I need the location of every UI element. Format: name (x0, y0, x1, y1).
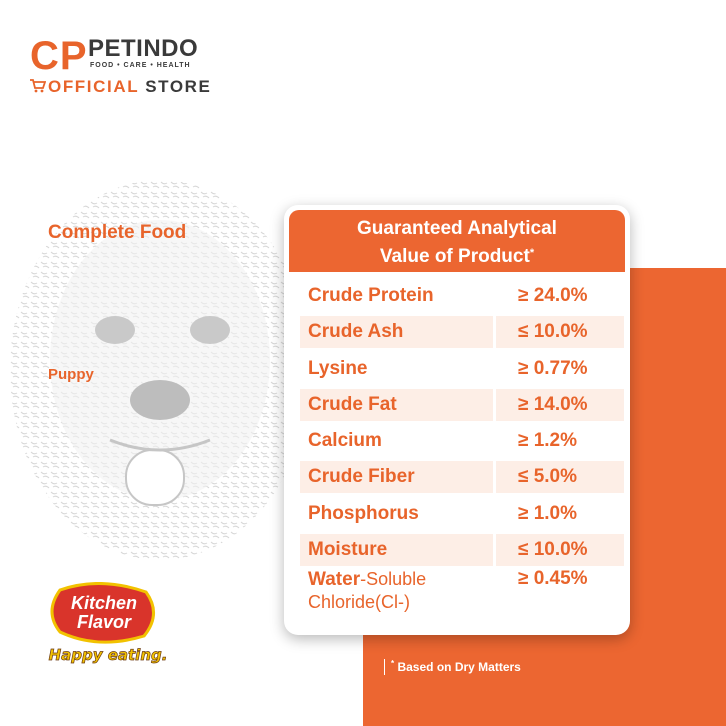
nutrient-name: Water-Soluble Chloride(Cl-) (300, 568, 493, 616)
dog-sketch-illustration (10, 180, 310, 560)
cart-icon (30, 79, 46, 93)
store-suffix: STORE (145, 77, 212, 96)
table-row: Crude Fiber ≤ 5.0% (300, 459, 628, 495)
nutrient-name: Phosphorus (308, 502, 419, 524)
nutrient-name: Calcium (308, 430, 382, 452)
table-row: Lysine ≥ 0.77% (300, 351, 628, 387)
table-row: Water-Soluble Chloride(Cl-) ≥ 0.45% (300, 568, 628, 624)
title-footnote-mark: * (529, 247, 535, 259)
nutrient-value: ≤ 10.0% (496, 534, 624, 567)
kitchen-flavor-line1: Kitchen (71, 593, 137, 613)
table-row: Moisture ≤ 10.0% (300, 532, 628, 568)
nutrition-card-header: Guaranteed Analytical Value of Product* (289, 210, 625, 272)
table-title-line2: Value of Product* (379, 246, 535, 267)
nutrient-value: ≥ 1.2% (518, 430, 578, 452)
nutrient-value: ≥ 14.0% (496, 388, 624, 421)
kitchen-flavor-slogan: Happy eating. (49, 646, 168, 664)
nutrient-name: Crude Protein (308, 285, 434, 306)
nutrient-name: Crude Ash (300, 316, 493, 349)
nutrient-value: ≥ 0.45% (518, 568, 588, 590)
store-prefix: OFFICIAL (48, 77, 139, 96)
table-row: Crude Fat ≥ 14.0% (300, 387, 628, 423)
nutrient-name: Lysine (308, 357, 368, 379)
footnote-divider (384, 659, 385, 675)
nutrient-value: ≥ 24.0% (518, 285, 588, 306)
nutrient-value: ≥ 0.77% (518, 357, 588, 379)
nutrient-name-rest: -Soluble (360, 569, 427, 590)
nutrient-name: Moisture (300, 534, 493, 567)
nutrient-name-bold: Water (308, 569, 361, 591)
table-title-line1: Guaranteed Analytical (357, 218, 557, 239)
official-store-label: OFFICIAL STORE (30, 76, 211, 98)
table-row: Calcium ≥ 1.2% (300, 423, 628, 459)
product-category: Complete Food (48, 222, 187, 243)
nutrient-name: Crude Fiber (300, 461, 493, 494)
brand-name: PETINDO (88, 35, 199, 62)
nutrient-value: ≤ 10.0% (496, 316, 624, 349)
kitchen-flavor-logo: Kitchen Flavor Happy eating. (48, 582, 168, 664)
brand-tagline: FOOD • CARE • HEALTH (90, 62, 191, 69)
footnote-mark: * (391, 659, 395, 668)
table-row: Crude Protein ≥ 24.0% (300, 278, 628, 314)
nutrient-name: Crude Fat (300, 388, 493, 421)
nutrition-card: Guaranteed Analytical Value of Product* … (284, 205, 630, 635)
nutrition-table: Crude Protein ≥ 24.0% Crude Ash ≤ 10.0% … (300, 278, 628, 624)
footnote: * Based on Dry Matters (384, 659, 521, 675)
product-life-stage: Puppy (48, 366, 94, 383)
table-row: Crude Ash ≤ 10.0% (300, 314, 628, 350)
nutrient-value: ≤ 5.0% (496, 461, 624, 494)
kitchen-flavor-line2: Flavor (77, 612, 132, 632)
footnote-text: Based on Dry Matters (397, 660, 521, 674)
table-row: Phosphorus ≥ 1.0% (300, 496, 628, 532)
nutrient-value: ≥ 1.0% (518, 502, 578, 524)
brand-cp: CP (30, 34, 88, 78)
nutrient-name-line2: Chloride(Cl-) (308, 592, 411, 613)
